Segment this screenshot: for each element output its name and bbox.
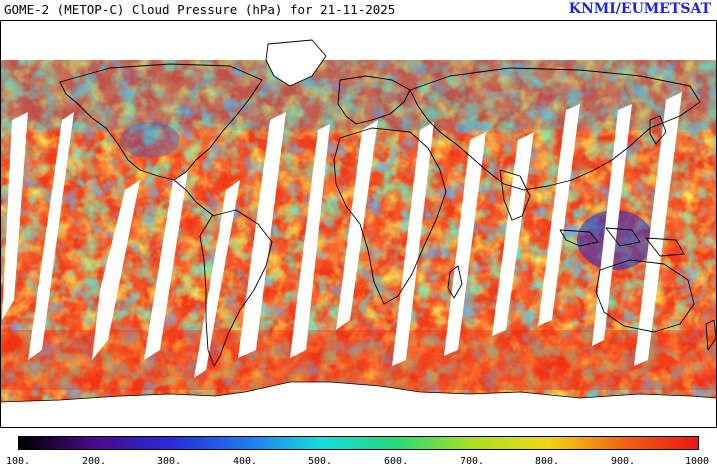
colorbar-tick-800: 800. [534,456,560,467]
colorbar-tick-1000: 1000 [684,456,710,467]
colorbar-tick-100: 100. [5,456,31,467]
brand-label: KNMI/EUMETSAT [568,1,711,17]
colorbar-tick-500: 500. [307,456,333,467]
colorbar-gradient [18,436,699,450]
colorbar-tick-300: 300. [156,456,182,467]
colorbar-tick-400: 400. [232,456,258,467]
colorbar-tick-200: 200. [81,456,107,467]
cloud-pressure-map [0,20,717,428]
colorbar [18,436,699,450]
colorbar-tick-600: 600. [383,456,409,467]
map-title: GOME-2 (METOP-C) Cloud Pressure (hPa) fo… [4,2,396,17]
colorbar-tick-700: 700. [459,456,485,467]
colorbar-tick-900: 900. [610,456,636,467]
